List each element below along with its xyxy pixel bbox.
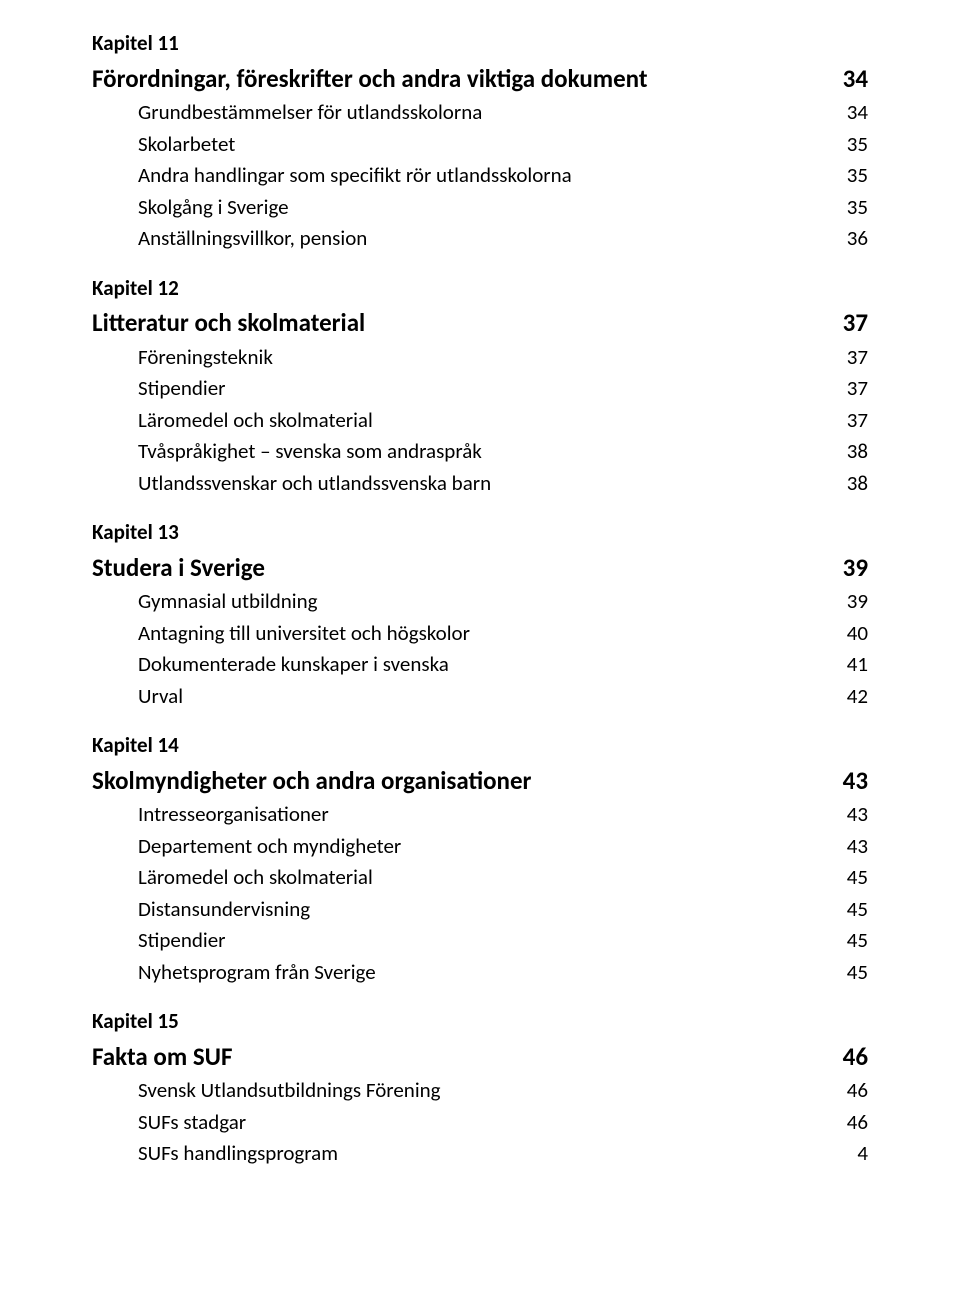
toc-item-label: Svensk Utlandsutbildnings Förening: [138, 1075, 828, 1107]
toc-item-label: Anställningsvillkor, pension: [138, 223, 828, 255]
chapter-label: Kapitel 11: [92, 28, 868, 60]
toc-page-number: 45: [828, 957, 868, 989]
toc-item-row: Anställningsvillkor, pension 36: [92, 223, 868, 255]
toc-item-label: Föreningsteknik: [138, 342, 828, 374]
toc-page-number: 46: [828, 1038, 868, 1076]
toc-item-row: Dokumenterade kunskaper i svenska 41: [92, 649, 868, 681]
toc-item-row: SUFs handlingsprogram 4: [92, 1138, 868, 1170]
toc-page-number: 43: [828, 799, 868, 831]
toc-page-number: 37: [828, 405, 868, 437]
toc-page-number: 46: [828, 1107, 868, 1139]
toc-item-label: SUFs handlingsprogram: [138, 1138, 828, 1170]
toc-section-title: Studera i Sverige: [92, 549, 828, 587]
toc-page-number: 46: [828, 1075, 868, 1107]
toc-section-title: Förordningar, föreskrifter och andra vik…: [92, 60, 828, 98]
toc-item-row: Gymnasial utbildning 39: [92, 586, 868, 618]
toc-item-label: Grundbestämmelser för utlandsskolorna: [138, 97, 828, 129]
chapter-label: Kapitel 13: [92, 517, 868, 549]
chapter-label: Kapitel 15: [92, 1006, 868, 1038]
toc-item-row: Andra handlingar som specifikt rör utlan…: [92, 160, 868, 192]
toc-item-label: Gymnasial utbildning: [138, 586, 828, 618]
toc-item-row: Nyhetsprogram från Sverige 45: [92, 957, 868, 989]
toc-section-title: Litteratur och skolmaterial: [92, 304, 828, 342]
toc-section-title-row: Fakta om SUF 46: [92, 1038, 868, 1076]
toc-page-number: 41: [828, 649, 868, 681]
toc-page-number: 40: [828, 618, 868, 650]
toc-item-row: Utlandssvenskar och utlandssvenska barn …: [92, 468, 868, 500]
toc-page-number: 45: [828, 862, 868, 894]
toc-page-number: 38: [828, 468, 868, 500]
toc-item-row: Läromedel och skolmaterial 37: [92, 405, 868, 437]
toc-page-number: 42: [828, 681, 868, 713]
toc-section-title: Skolmyndigheter och andra organisationer: [92, 762, 828, 800]
toc-item-label: Intresseorganisationer: [138, 799, 828, 831]
toc-page-number: 37: [828, 304, 868, 342]
toc-page-number: 45: [828, 925, 868, 957]
toc-item-row: Läromedel och skolmaterial 45: [92, 862, 868, 894]
toc-item-label: Distansundervisning: [138, 894, 828, 926]
toc-page-number: 35: [828, 129, 868, 161]
toc-section-title-row: Skolmyndigheter och andra organisationer…: [92, 762, 868, 800]
toc-section-title-row: Litteratur och skolmaterial 37: [92, 304, 868, 342]
toc-item-row: Tvåspråkighet – svenska som andraspråk 3…: [92, 436, 868, 468]
chapter-label: Kapitel 12: [92, 273, 868, 305]
toc-item-label: Andra handlingar som specifikt rör utlan…: [138, 160, 828, 192]
toc-page-number: 39: [828, 549, 868, 587]
toc-page-number: 39: [828, 586, 868, 618]
toc-item-row: SUFs stadgar 46: [92, 1107, 868, 1139]
toc-item-label: Dokumenterade kunskaper i svenska: [138, 649, 828, 681]
toc-page-number: 34: [828, 97, 868, 129]
toc-item-row: Urval 42: [92, 681, 868, 713]
toc-item-label: Skolgång i Sverige: [138, 192, 828, 224]
toc-page-number: 36: [828, 223, 868, 255]
toc-item-row: Grundbestämmelser för utlandsskolorna 34: [92, 97, 868, 129]
toc-page-number: 35: [828, 192, 868, 224]
toc-page-number: 43: [828, 831, 868, 863]
toc-item-label: Utlandssvenskar och utlandssvenska barn: [138, 468, 828, 500]
toc-item-label: SUFs stadgar: [138, 1107, 828, 1139]
toc-page-number: 34: [828, 60, 868, 98]
toc-item-label: Skolarbetet: [138, 129, 828, 161]
toc-item-label: Läromedel och skolmaterial: [138, 862, 828, 894]
toc-page-number: 4: [828, 1138, 868, 1170]
toc-item-label: Urval: [138, 681, 828, 713]
toc-page-number: 37: [828, 342, 868, 374]
toc-item-row: Föreningsteknik 37: [92, 342, 868, 374]
toc-section-title: Fakta om SUF: [92, 1038, 828, 1076]
toc-item-row: Stipendier 37: [92, 373, 868, 405]
toc-item-label: Departement och myndigheter: [138, 831, 828, 863]
toc-item-row: Skolgång i Sverige 35: [92, 192, 868, 224]
toc-item-row: Antagning till universitet och högskolor…: [92, 618, 868, 650]
toc-item-label: Nyhetsprogram från Sverige: [138, 957, 828, 989]
toc-item-row: Departement och myndigheter 43: [92, 831, 868, 863]
toc-item-label: Stipendier: [138, 373, 828, 405]
toc-page-number: 35: [828, 160, 868, 192]
toc-page-number: 45: [828, 894, 868, 926]
toc-item-label: Stipendier: [138, 925, 828, 957]
toc-section-title-row: Studera i Sverige 39: [92, 549, 868, 587]
toc-page-number: 38: [828, 436, 868, 468]
toc-item-row: Distansundervisning 45: [92, 894, 868, 926]
toc-page-number: 43: [828, 762, 868, 800]
toc-item-row: Stipendier 45: [92, 925, 868, 957]
toc-page-number: 37: [828, 373, 868, 405]
toc-item-label: Antagning till universitet och högskolor: [138, 618, 828, 650]
toc-item-row: Intresseorganisationer 43: [92, 799, 868, 831]
toc-section-title-row: Förordningar, föreskrifter och andra vik…: [92, 60, 868, 98]
toc-item-row: Svensk Utlandsutbildnings Förening 46: [92, 1075, 868, 1107]
toc-item-label: Läromedel och skolmaterial: [138, 405, 828, 437]
chapter-label: Kapitel 14: [92, 730, 868, 762]
toc-item-row: Skolarbetet 35: [92, 129, 868, 161]
toc-item-label: Tvåspråkighet – svenska som andraspråk: [138, 436, 828, 468]
